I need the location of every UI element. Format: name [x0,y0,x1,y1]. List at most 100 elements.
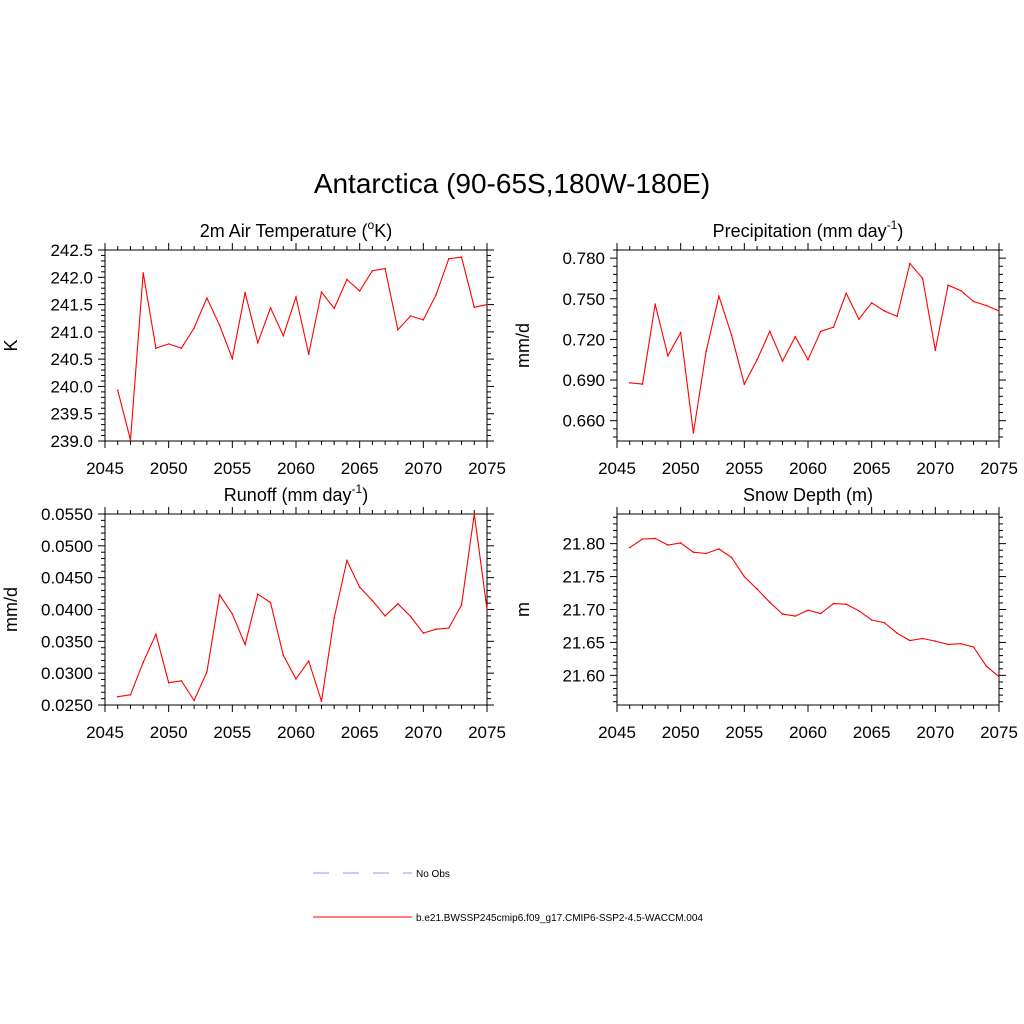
data-point [858,610,860,612]
data-point [807,358,809,361]
data-point [129,694,132,696]
data-point [142,272,144,274]
y-tick-label: 0.0400 [41,601,93,620]
data-point [654,303,656,305]
data-point [307,353,310,356]
data-point [960,642,962,645]
data-point [832,602,835,605]
x-tick-label: 2060 [277,723,315,742]
y-tick-label: 239.0 [50,432,93,451]
data-point [244,643,246,646]
y-tick-label: 21.65 [562,633,605,652]
data-point [819,612,822,615]
data-point [641,538,644,540]
data-point [934,640,937,642]
panel-title-superscript: -1 [887,218,898,232]
y-tick-label: 0.660 [562,412,605,431]
x-tick-label: 2065 [341,459,379,478]
data-point [679,331,682,334]
data-point [295,296,297,298]
x-tick-label: 2050 [662,459,700,478]
data-point [448,627,450,629]
data-point [448,257,450,260]
data-point [718,295,720,297]
data-point [320,700,323,702]
y-tick-label: 241.5 [50,296,93,315]
data-point [206,671,208,673]
x-tick-label: 2060 [789,459,827,478]
x-tick-label: 2070 [916,723,954,742]
data-point [794,335,797,338]
panel-1: 2m Air Temperature (oK) 2045 2050 2055 2060 2… [1,218,506,478]
series-line [629,537,1000,678]
x-tick-label: 2050 [662,723,700,742]
x-tick-label: 2055 [725,723,763,742]
data-point [269,307,272,309]
data-point [845,603,847,606]
legend: No Obs b.e21.BWSSP245cmip6.f09_g17.CMIP6-… [313,869,703,924]
x-tick-label: 2060 [789,723,827,742]
y-tick-label: 242.0 [50,268,93,287]
data-point [998,310,1000,312]
x-tick-label: 2065 [853,723,891,742]
data-point [257,593,259,596]
data-point [718,548,720,550]
panel-title-superscript: -1 [352,482,363,496]
y-tick-label: 242.5 [50,241,93,260]
legend-obs-label: No Obs [416,869,450,880]
x-tick-label: 2055 [725,459,763,478]
y-tick-label: 0.0300 [41,664,93,683]
x-tick-label: 2065 [341,723,379,742]
data-point [679,542,682,544]
data-point [883,621,886,624]
y-tick-label: 0.780 [562,249,605,268]
data-point [667,354,669,357]
y-tick-label: 0.750 [562,290,605,309]
data-point [756,358,758,361]
data-point [832,326,835,329]
data-point [269,601,272,604]
data-point [422,319,425,321]
data-point [794,615,797,617]
data-point [116,389,119,392]
data-point [167,681,170,684]
data-point [807,609,809,611]
data-point [921,637,924,640]
y-tick-label: 240.0 [50,377,93,396]
data-point [409,615,412,618]
x-tick-label: 2045 [86,459,124,478]
data-point [947,284,949,287]
data-point [333,307,336,310]
data-point [473,513,476,515]
y-tick-label: 21.75 [562,568,605,587]
series-line [117,513,488,702]
data-point [180,347,183,350]
data-point [998,675,1000,678]
data-point [641,383,644,385]
data-point [756,588,758,590]
data-point [972,646,975,648]
data-point [231,613,234,615]
x-tick-label: 2050 [150,459,188,478]
data-point [193,699,195,702]
y-tick-label: 0.0500 [41,537,93,556]
data-point [384,615,386,617]
y-axis-label: m [513,602,533,617]
data-point [870,619,873,621]
data-point [769,330,771,333]
data-point [921,277,924,280]
data-point [307,660,310,662]
data-point [320,291,323,293]
data-point [769,601,771,604]
data-point [244,291,246,294]
y-tick-label: 21.80 [562,535,605,554]
data-point [781,360,784,362]
panel-title-superscript: o [368,218,375,232]
data-point [358,586,361,589]
panel-title-text: 2m Air Temperature ( [200,221,368,241]
panel-title: Snow Depth (m) [743,485,873,505]
x-tick-label: 2055 [213,459,251,478]
data-point [371,269,374,272]
